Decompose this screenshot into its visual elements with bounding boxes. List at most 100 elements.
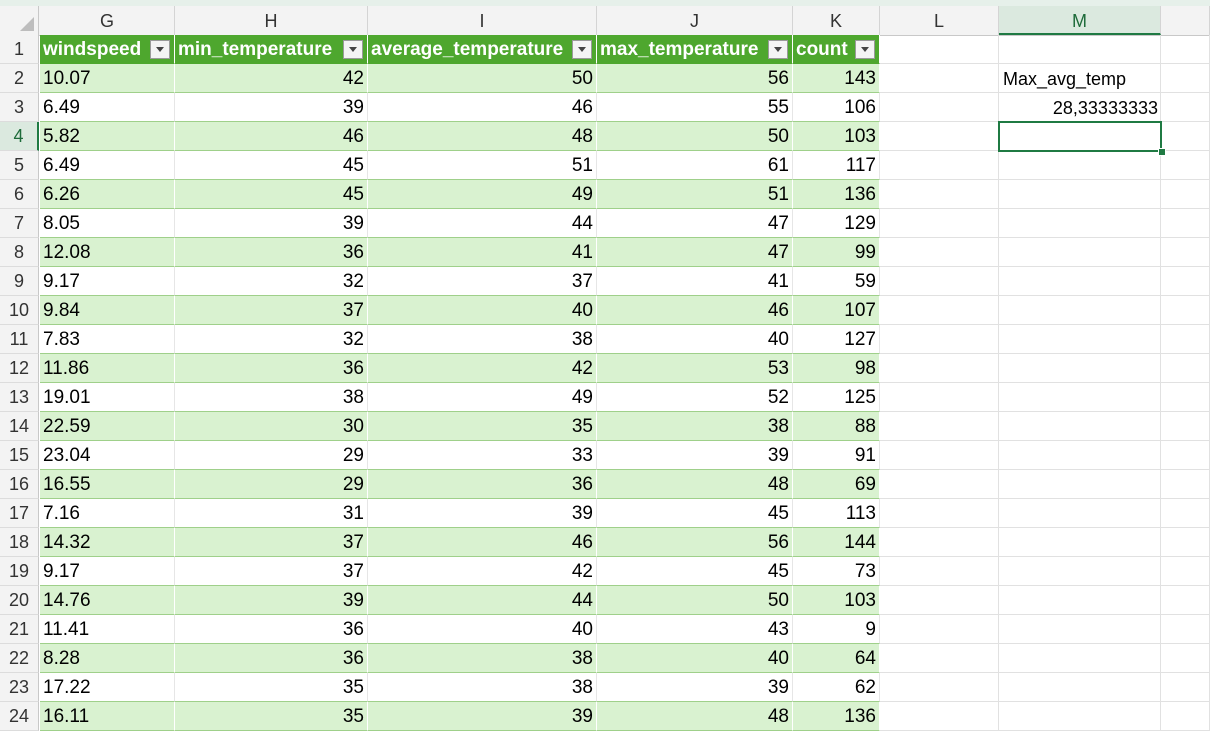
empty-cell[interactable] bbox=[999, 151, 1161, 180]
table-cell[interactable]: 103 bbox=[793, 586, 880, 615]
empty-cell[interactable] bbox=[999, 325, 1161, 354]
empty-cell[interactable] bbox=[880, 35, 999, 64]
table-cell[interactable]: 22.59 bbox=[40, 412, 175, 441]
empty-cell[interactable] bbox=[880, 151, 999, 180]
table-cell[interactable]: 14.32 bbox=[40, 528, 175, 557]
table-cell[interactable]: 46 bbox=[368, 93, 597, 122]
table-header-count[interactable]: count bbox=[793, 35, 880, 64]
table-cell[interactable]: 23.04 bbox=[40, 441, 175, 470]
table-cell[interactable]: 46 bbox=[368, 528, 597, 557]
table-cell[interactable]: 48 bbox=[597, 470, 793, 499]
table-cell[interactable]: 35 bbox=[175, 673, 368, 702]
empty-cell[interactable] bbox=[880, 93, 999, 122]
table-header-min-temperature[interactable]: min_temperature bbox=[175, 35, 368, 64]
column-header-g[interactable]: G bbox=[40, 6, 175, 35]
table-cell[interactable]: 45 bbox=[597, 557, 793, 586]
empty-cell[interactable] bbox=[880, 296, 999, 325]
table-cell[interactable]: 17.22 bbox=[40, 673, 175, 702]
table-header-max-temperature[interactable]: max_temperature bbox=[597, 35, 793, 64]
column-header-j[interactable]: J bbox=[597, 6, 793, 35]
table-cell[interactable]: 47 bbox=[597, 209, 793, 238]
empty-cell[interactable] bbox=[1161, 296, 1210, 325]
empty-cell[interactable] bbox=[880, 209, 999, 238]
table-cell[interactable]: 38 bbox=[368, 325, 597, 354]
table-cell[interactable]: 88 bbox=[793, 412, 880, 441]
table-cell[interactable]: 44 bbox=[368, 209, 597, 238]
row-header-15[interactable]: 15 bbox=[0, 441, 39, 470]
empty-cell[interactable] bbox=[1161, 354, 1210, 383]
table-cell[interactable]: 64 bbox=[793, 644, 880, 673]
empty-cell[interactable] bbox=[1161, 557, 1210, 586]
empty-cell[interactable] bbox=[1161, 267, 1210, 296]
table-cell[interactable]: 144 bbox=[793, 528, 880, 557]
table-cell[interactable]: 9 bbox=[793, 615, 880, 644]
table-cell[interactable]: 16.11 bbox=[40, 702, 175, 731]
table-cell[interactable]: 39 bbox=[175, 93, 368, 122]
table-cell[interactable]: 35 bbox=[368, 412, 597, 441]
row-header-10[interactable]: 10 bbox=[0, 296, 39, 325]
table-cell[interactable]: 40 bbox=[597, 644, 793, 673]
empty-cell[interactable] bbox=[1161, 93, 1210, 122]
empty-cell[interactable] bbox=[880, 325, 999, 354]
empty-cell[interactable] bbox=[1161, 615, 1210, 644]
empty-cell[interactable] bbox=[1161, 702, 1210, 731]
empty-cell[interactable] bbox=[1161, 441, 1210, 470]
row-header-9[interactable]: 9 bbox=[0, 267, 39, 296]
table-cell[interactable]: 107 bbox=[793, 296, 880, 325]
empty-cell[interactable] bbox=[1161, 586, 1210, 615]
table-cell[interactable]: 6.49 bbox=[40, 93, 175, 122]
empty-cell[interactable] bbox=[880, 702, 999, 731]
table-cell[interactable]: 117 bbox=[793, 151, 880, 180]
table-cell[interactable]: 16.55 bbox=[40, 470, 175, 499]
table-cell[interactable]: 44 bbox=[368, 586, 597, 615]
empty-cell[interactable] bbox=[999, 267, 1161, 296]
selected-cell-m4[interactable] bbox=[998, 121, 1162, 152]
table-cell[interactable]: 47 bbox=[597, 238, 793, 267]
table-cell[interactable]: 45 bbox=[175, 180, 368, 209]
table-cell[interactable]: 29 bbox=[175, 470, 368, 499]
table-cell[interactable]: 37 bbox=[175, 528, 368, 557]
table-cell[interactable]: 36 bbox=[175, 354, 368, 383]
table-cell[interactable]: 7.16 bbox=[40, 499, 175, 528]
column-header-l[interactable]: L bbox=[880, 6, 999, 35]
empty-cell[interactable] bbox=[880, 557, 999, 586]
row-header-4[interactable]: 4 bbox=[0, 122, 39, 151]
empty-cell[interactable] bbox=[1161, 644, 1210, 673]
row-header-17[interactable]: 17 bbox=[0, 499, 39, 528]
empty-cell[interactable] bbox=[1161, 151, 1210, 180]
table-cell[interactable]: 41 bbox=[368, 238, 597, 267]
table-cell[interactable]: 127 bbox=[793, 325, 880, 354]
empty-cell[interactable] bbox=[880, 644, 999, 673]
empty-cell[interactable] bbox=[1161, 238, 1210, 267]
empty-cell[interactable] bbox=[999, 209, 1161, 238]
empty-cell[interactable] bbox=[999, 702, 1161, 731]
table-cell[interactable]: 48 bbox=[597, 702, 793, 731]
max-avg-temp-value[interactable]: 28,33333333 bbox=[1052, 98, 1158, 118]
row-header-20[interactable]: 20 bbox=[0, 586, 39, 615]
row-header-7[interactable]: 7 bbox=[0, 209, 39, 238]
max-avg-temp-label[interactable]: Max_avg_temp bbox=[1003, 69, 1127, 89]
table-cell[interactable]: 9.84 bbox=[40, 296, 175, 325]
empty-cell[interactable] bbox=[880, 383, 999, 412]
table-cell[interactable]: 43 bbox=[597, 615, 793, 644]
table-cell[interactable]: 69 bbox=[793, 470, 880, 499]
empty-cell[interactable] bbox=[999, 557, 1161, 586]
empty-cell[interactable] bbox=[880, 441, 999, 470]
table-cell[interactable]: 103 bbox=[793, 122, 880, 151]
filter-dropdown-icon[interactable] bbox=[343, 40, 363, 59]
table-cell[interactable]: 35 bbox=[175, 702, 368, 731]
row-header-23[interactable]: 23 bbox=[0, 673, 39, 702]
fill-handle[interactable] bbox=[1158, 148, 1166, 156]
row-header-19[interactable]: 19 bbox=[0, 557, 39, 586]
table-cell[interactable]: 36 bbox=[368, 470, 597, 499]
row-header-13[interactable]: 13 bbox=[0, 383, 39, 412]
row-header-8[interactable]: 8 bbox=[0, 238, 39, 267]
filter-dropdown-icon[interactable] bbox=[150, 40, 170, 59]
table-cell[interactable]: 38 bbox=[597, 412, 793, 441]
empty-cell[interactable] bbox=[999, 238, 1161, 267]
table-cell[interactable]: 39 bbox=[597, 441, 793, 470]
empty-cell[interactable] bbox=[1161, 528, 1210, 557]
column-header-m[interactable]: M bbox=[999, 6, 1161, 35]
table-cell[interactable]: 40 bbox=[597, 325, 793, 354]
table-cell[interactable]: 46 bbox=[597, 296, 793, 325]
